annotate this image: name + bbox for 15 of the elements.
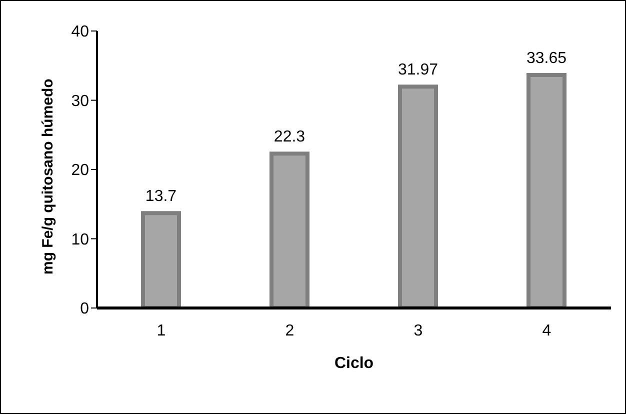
data-label: 22.3 bbox=[274, 128, 306, 146]
y-tick-label: 30 bbox=[71, 92, 90, 110]
y-tick-label: 20 bbox=[71, 162, 90, 180]
data-label: 13.7 bbox=[145, 188, 177, 206]
data-label: 33.65 bbox=[526, 50, 567, 67]
x-tick-label: 3 bbox=[414, 322, 423, 340]
y-tick-label: 40 bbox=[71, 24, 90, 41]
y-axis-title: mg Fe/g quitosano húmedo bbox=[39, 78, 56, 274]
x-tick-label: 1 bbox=[156, 322, 166, 340]
data-label: 31.97 bbox=[398, 62, 438, 79]
x-tick-label: 2 bbox=[285, 322, 294, 340]
x-tick-label: 4 bbox=[542, 322, 552, 340]
y-tick-label: 0 bbox=[80, 300, 90, 318]
y-tick-label: 10 bbox=[71, 231, 90, 248]
x-axis-title: Ciclo bbox=[334, 355, 374, 372]
